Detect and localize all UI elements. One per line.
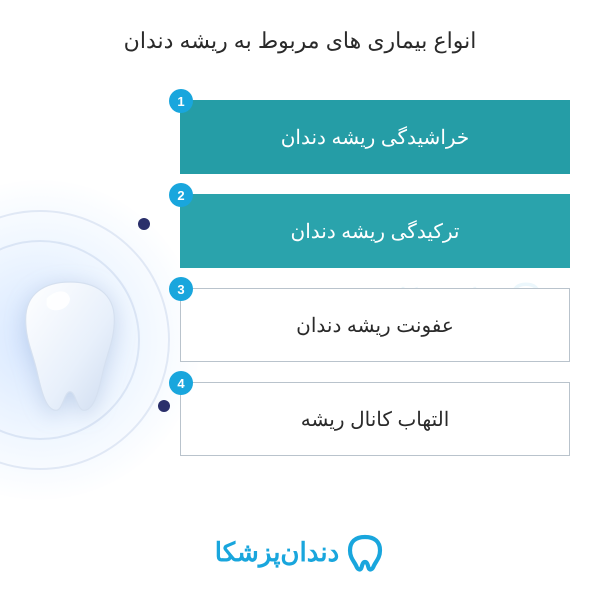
- list-item: 2 ترکیدگی ریشه دندان: [180, 194, 570, 268]
- footer-logo: دندان‌پزشکا: [0, 532, 600, 572]
- tooth-icon: [10, 275, 130, 415]
- page-title: انواع بیماری های مربوط به ریشه دندان: [0, 0, 600, 72]
- logo-text: دندان‌پزشکا: [215, 537, 339, 568]
- list-item: 4 التهاب کانال ریشه: [180, 382, 570, 456]
- orbit-dot: [138, 218, 150, 230]
- item-label: التهاب کانال ریشه: [301, 407, 450, 432]
- item-label: عفونت ریشه دندان: [296, 313, 454, 338]
- infographic-container: انواع بیماری های مربوط به ریشه دندان 1 خ…: [0, 0, 600, 600]
- list-item: 3 عفونت ریشه دندان: [180, 288, 570, 362]
- item-number-badge: 4: [169, 371, 193, 395]
- item-label: خراشیدگی ریشه دندان: [281, 125, 470, 150]
- item-number-badge: 3: [169, 277, 193, 301]
- item-number-badge: 1: [169, 89, 193, 113]
- item-number-badge: 2: [169, 183, 193, 207]
- list-item: 1 خراشیدگی ریشه دندان: [180, 100, 570, 174]
- orbit-dot: [158, 400, 170, 412]
- disease-list: 1 خراشیدگی ریشه دندان 2 ترکیدگی ریشه دند…: [180, 100, 570, 456]
- item-label: ترکیدگی ریشه دندان: [291, 219, 460, 244]
- logo-icon: [345, 532, 385, 572]
